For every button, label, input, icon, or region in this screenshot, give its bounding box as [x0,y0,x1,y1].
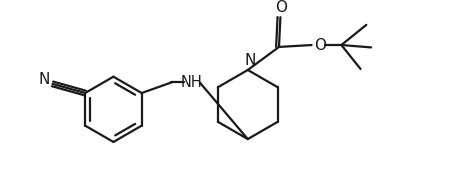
Text: O: O [275,0,287,15]
Text: O: O [314,37,326,53]
Text: N: N [244,53,256,68]
Text: NH: NH [181,75,202,90]
Text: N: N [39,72,50,87]
